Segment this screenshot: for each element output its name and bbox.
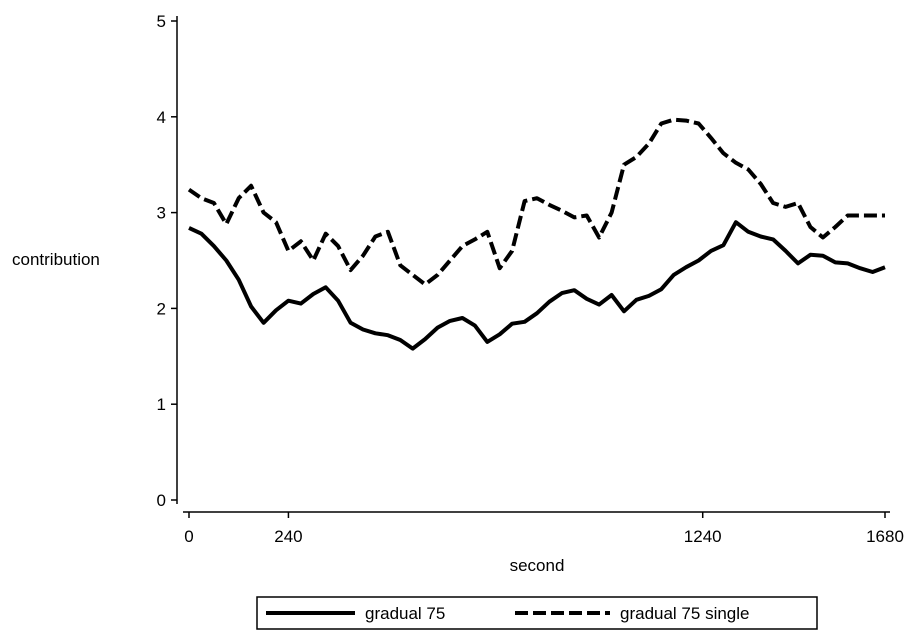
x-tick-label: 240 — [274, 527, 302, 546]
y-axis-title: contribution — [12, 250, 100, 269]
x-axis-title: second — [510, 556, 565, 575]
y-tick-label: 1 — [157, 395, 166, 414]
series-line-1 — [188, 220, 886, 351]
y-tick-label: 0 — [157, 491, 166, 510]
plot-lines — [187, 117, 886, 351]
legend-label-2: gradual 75 single — [620, 604, 749, 623]
series-line-2 — [187, 117, 885, 287]
y-axis: 0 1 2 3 4 5 — [157, 12, 178, 510]
y-tick-label: 2 — [157, 299, 166, 318]
legend-label-1: gradual 75 — [365, 604, 445, 623]
x-tick-label: 0 — [184, 527, 193, 546]
x-tick-label: 1240 — [684, 527, 722, 546]
y-tick-label: 5 — [157, 12, 166, 31]
legend: gradual 75 gradual 75 single — [256, 596, 818, 630]
x-tick-label: 1680 — [866, 527, 904, 546]
y-tick-label: 4 — [157, 108, 166, 127]
x-axis: 0 240 1240 1680 — [183, 511, 904, 546]
y-tick-label: 3 — [157, 204, 166, 223]
